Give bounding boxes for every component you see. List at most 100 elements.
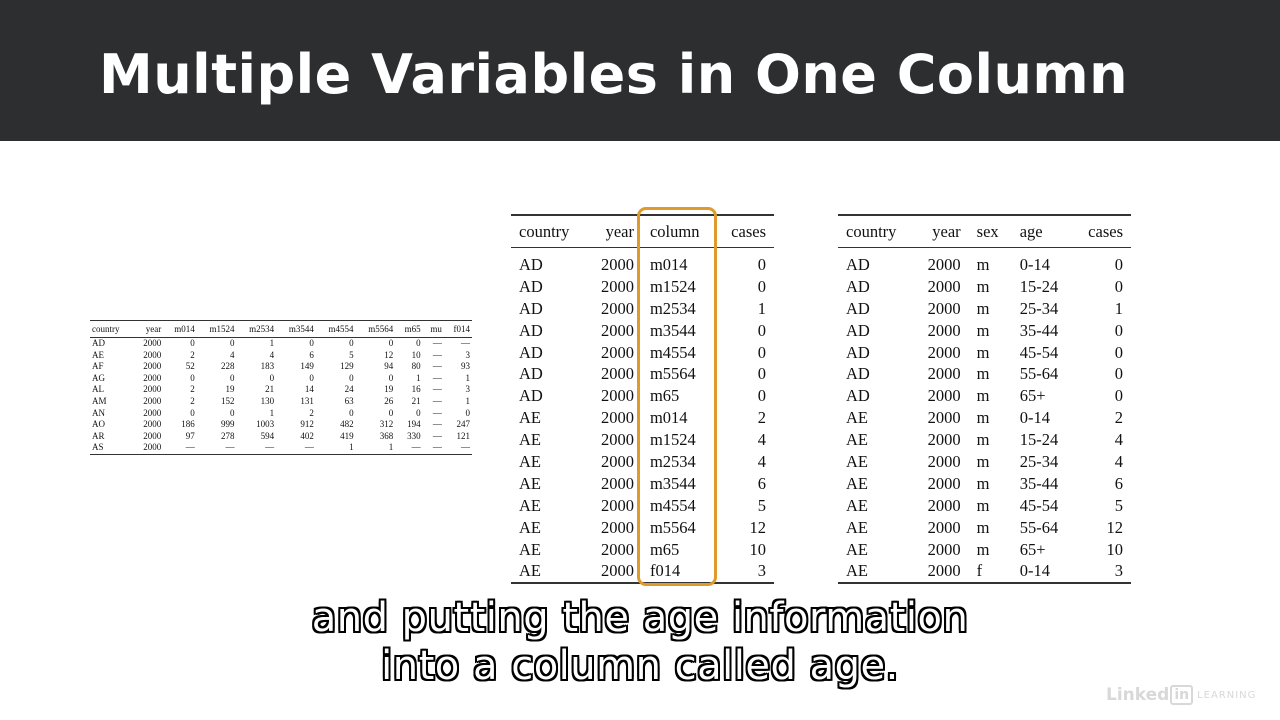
table-cell: 4	[757, 430, 766, 450]
table-cell: m	[976, 386, 990, 406]
table-cell: 0	[416, 338, 421, 348]
table-cell: m65	[649, 386, 680, 406]
table-cell: 3	[465, 384, 471, 395]
table-cell: AO	[92, 419, 105, 430]
table-cell: 2000	[927, 386, 961, 406]
table-cell: 0-14	[1019, 408, 1050, 428]
table-cell: AE	[846, 561, 868, 581]
table-row: AE 2000 m014 2	[511, 407, 774, 429]
table-cell: m4554	[649, 495, 696, 515]
table-cell: m014	[649, 408, 688, 428]
table-cell: 35-44	[1019, 320, 1059, 340]
table-cell: 80	[411, 361, 421, 372]
table-cell: 1	[349, 442, 354, 453]
table-cell: 186	[181, 419, 195, 430]
table-cell: 2000	[927, 561, 961, 581]
table-cell: 999	[220, 419, 235, 430]
table-cell: 0	[1114, 386, 1123, 406]
table-cell: AE	[92, 349, 104, 360]
table-cell: 0	[388, 338, 394, 348]
table-row: AF 2000 52 228 183 149 129 94 80 — 93	[90, 361, 472, 373]
wide-col-header-m3544: m3544	[288, 324, 314, 334]
molten-table-body: AD 2000 m014 0 AD 2000 m1524 0 AD 2000 m2534 1 AD 200…	[511, 248, 774, 584]
table-cell: AE	[846, 430, 868, 450]
table-row: AE 2000 m2534 4	[511, 451, 774, 473]
table-cell: 228	[220, 361, 235, 372]
table-cell: 0	[465, 407, 471, 418]
table-cell: m	[976, 473, 990, 493]
table-cell: 6	[1114, 473, 1123, 493]
table-cell: m	[976, 408, 990, 428]
table-row: AE 2000 m 55-64 12	[838, 517, 1131, 539]
table-row: AE 2000 m 15-24 4	[838, 429, 1131, 451]
slide-title: Multiple Variables in One Column	[99, 43, 1129, 106]
wide-col-header-m014: m014	[174, 324, 195, 334]
table-cell: 0	[1114, 364, 1123, 384]
table-cell: 2000	[143, 442, 162, 453]
table-cell: 2000	[143, 419, 162, 430]
table-cell: m	[976, 517, 990, 537]
table-cell: 368	[379, 430, 394, 441]
table-cell: —	[432, 395, 442, 406]
table-row: AD 2000 m 35-44 0	[838, 320, 1131, 342]
table-cell: 594	[260, 430, 275, 441]
table-cell: m	[976, 276, 990, 296]
table-cell: 278	[220, 430, 235, 441]
table-cell: 0	[349, 372, 354, 383]
table-cell: AD	[846, 298, 870, 318]
wide-col-header-m65: m65	[404, 324, 421, 334]
table-cell: 0	[309, 338, 314, 348]
table-cell: m5564	[649, 364, 696, 384]
table-cell: 21	[265, 384, 275, 395]
table-row: AE 2000 m65 10	[511, 539, 774, 561]
table-cell: 2000	[600, 320, 634, 340]
wide-col-header-m2534: m2534	[249, 324, 275, 334]
wide-col-header-country: country	[92, 324, 120, 334]
table-cell: AD	[519, 386, 543, 406]
table-row: AE 2000 m4554 5	[511, 495, 774, 517]
table-cell: 2	[190, 384, 195, 395]
table-cell: 2000	[143, 430, 162, 441]
table-cell: m	[976, 342, 990, 362]
table-row: AE 2000 m 35-44 6	[838, 473, 1131, 495]
table-row: AD 2000 m 65+ 0	[838, 385, 1131, 407]
table-cell: 2000	[600, 254, 634, 274]
wide-col-header-m4554: m4554	[328, 324, 354, 334]
table-cell: m	[976, 320, 990, 340]
molten-table: country year column cases AD 2000 m014 0 AD 2000…	[511, 214, 774, 584]
table-cell: AE	[846, 495, 868, 515]
table-cell: —	[432, 372, 442, 383]
table-cell: 2000	[927, 276, 961, 296]
tidy-table-body: AD 2000 m 0-14 0 AD 2000 m 15-24 0 AD 2000 m 25-34 1 AD…	[838, 248, 1131, 584]
table-cell: 5	[1114, 495, 1123, 515]
table-cell: 0	[309, 372, 314, 383]
table-cell: AE	[519, 561, 541, 581]
table-cell: 21	[411, 395, 421, 406]
table-cell: 0	[190, 338, 195, 348]
table-cell: AE	[519, 451, 541, 471]
table-cell: —	[432, 349, 442, 360]
table-cell: AE	[519, 473, 541, 493]
table-cell: 15-24	[1019, 276, 1059, 296]
table-cell: 0	[269, 372, 275, 383]
tidy-col-header-sex: sex	[976, 221, 999, 241]
table-cell: 6	[309, 349, 314, 360]
table-cell: m4554	[649, 342, 696, 362]
logo-wordmark: Linked	[1106, 685, 1170, 705]
table-cell: 4	[229, 349, 235, 360]
tidy-table-header: country year sex age cases	[838, 215, 1131, 248]
table-cell: 0	[757, 320, 766, 340]
table-row: AG 2000 0 0 0 0 0 0 1 — 1	[90, 373, 472, 385]
molten-col-header-year: year	[605, 221, 634, 241]
table-cell: —	[432, 419, 442, 430]
caption-line: into a column called age.	[381, 643, 899, 689]
table-cell: 0	[757, 342, 766, 362]
wide-table-body: AD 2000 0 0 1 0 0 0 0— — AE 2000 2 4 4 6 5 12 10—3 AF 2000 52…	[90, 338, 472, 455]
molten-col-header-country: country	[519, 221, 570, 241]
table-cell: —	[265, 442, 275, 453]
table-cell: 0	[190, 407, 195, 418]
table-cell: 12	[1106, 517, 1124, 537]
table-row: AN 2000 0 0 1 2 0 0 0—0	[90, 408, 472, 420]
table-cell: 419	[340, 430, 354, 441]
table-cell: 52	[185, 361, 195, 372]
